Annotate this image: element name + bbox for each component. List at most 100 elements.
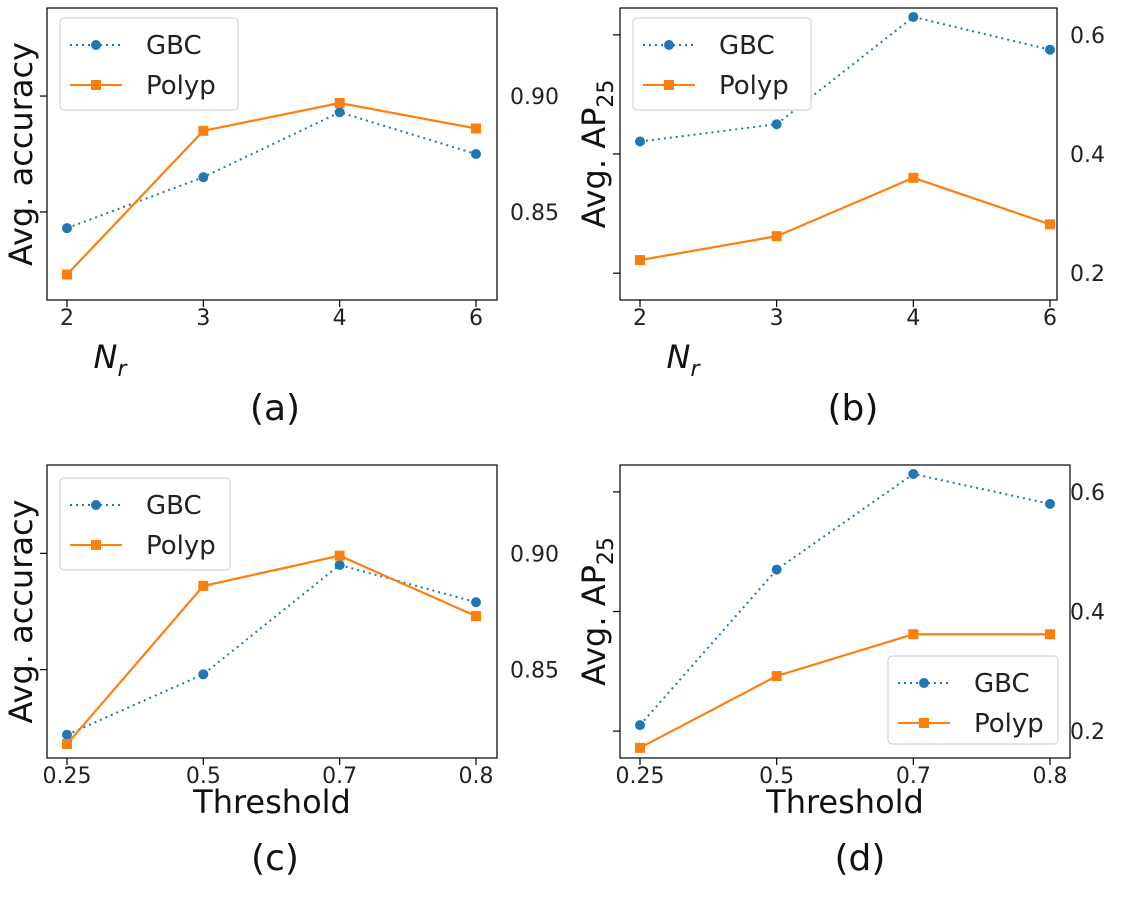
plot-frame: [46, 7, 498, 301]
data-point: [334, 107, 345, 118]
data-point: [334, 559, 345, 570]
y-tick-label: 0.85: [510, 659, 559, 684]
legend-marker: [919, 718, 929, 728]
series-polyp: [635, 172, 1055, 266]
legend-marker: [664, 80, 674, 90]
x-axis-title-main: N: [94, 338, 118, 376]
y-axis-title-main: Avg. accuracy: [2, 500, 40, 724]
x-tick-label: 0.8: [459, 764, 494, 789]
y-axis-title: Avg. AP25: [575, 537, 619, 686]
data-point: [471, 149, 481, 159]
x-tick-label: 4: [333, 306, 347, 331]
series-gbc: [635, 468, 1055, 731]
data-point: [1045, 629, 1055, 640]
legend-label: Polyp: [974, 709, 1044, 739]
data-point: [771, 564, 782, 575]
y-tick-label: 0.90: [510, 85, 559, 110]
data-point: [635, 720, 645, 731]
data-point: [334, 98, 345, 109]
x-tick-label: 6: [469, 306, 483, 331]
series-line: [639, 472, 1051, 726]
legend-label: Polyp: [146, 71, 216, 101]
data-point: [471, 611, 481, 622]
y-axis-title: Avg. AP25: [575, 80, 619, 229]
y-axis-title-sub: 25: [594, 537, 619, 565]
x-axis-title-main: Threshold: [765, 783, 924, 821]
x-tick-label: 2: [633, 306, 647, 331]
y-tick-label: 0.2: [1070, 720, 1105, 745]
legend: GBC Polyp: [632, 17, 812, 111]
plot-frame: [46, 464, 498, 759]
legend-label: GBC: [719, 31, 775, 61]
legend-marker: [91, 540, 101, 550]
legend-label: Polyp: [719, 71, 789, 101]
data-point: [908, 172, 919, 183]
panel-caption: (b): [828, 388, 879, 429]
x-tick-label: 0.8: [1033, 764, 1068, 789]
data-point: [198, 125, 209, 136]
chart-panel-c: 0.25 0.5 0.7 0.8 0.85 0.90 Threshold Avg. accur…: [2, 464, 559, 879]
y-axis-title-sub: 25: [594, 80, 619, 108]
legend: GBC Polyp: [59, 17, 239, 111]
series-line: [66, 563, 477, 736]
x-tick-label: 0.7: [896, 764, 931, 789]
panel-caption: (c): [251, 838, 299, 879]
x-axis-title: Nr: [94, 338, 129, 382]
data-point: [908, 11, 919, 22]
legend-marker: [664, 40, 674, 50]
data-point: [1045, 498, 1055, 509]
chart-panel-d: 0.25 0.5 0.7 0.80.2 0.4 0.6 Threshold Avg. AP25…: [575, 464, 1105, 879]
legend: GBC Polyp: [59, 477, 231, 571]
data-point: [471, 123, 481, 134]
series-polyp: [62, 98, 481, 280]
series-line: [66, 101, 477, 276]
y-axis-title-main: Avg. AP: [575, 565, 613, 686]
data-point: [471, 597, 481, 608]
data-point: [334, 550, 345, 561]
panel-caption: (a): [250, 388, 300, 429]
chart-panel-a: 2 3 4 6 0.85 0.90 Nr Avg. accuracy (a) GBC Polyp: [2, 7, 559, 429]
x-tick-label: 0.7: [322, 764, 357, 789]
data-point: [1045, 44, 1055, 55]
y-axis-title: Avg. accuracy: [2, 500, 40, 724]
legend-marker: [919, 678, 929, 688]
legend-box: [59, 17, 239, 111]
x-axis-title: Nr: [667, 338, 702, 382]
x-tick-label: 4: [906, 306, 920, 331]
legend-marker: [91, 500, 101, 510]
x-axis-title-main: N: [667, 338, 691, 376]
legend-marker: [91, 40, 101, 50]
series-gbc: [635, 11, 1055, 147]
data-point: [908, 468, 919, 479]
y-tick-label: 0.4: [1070, 143, 1105, 168]
legend-marker: [91, 80, 101, 90]
data-point: [908, 629, 919, 640]
data-point: [771, 231, 782, 242]
legend-box: [632, 17, 812, 111]
data-point: [198, 580, 209, 591]
data-point: [1045, 219, 1055, 230]
y-tick-label: 0.4: [1070, 601, 1105, 626]
x-tick-label: 6: [1043, 306, 1057, 331]
legend-label: Polyp: [146, 531, 216, 561]
legend: GBC Polyp: [887, 655, 1059, 745]
y-tick-label: 0.6: [1070, 481, 1105, 506]
x-axis-title: Threshold: [192, 783, 351, 821]
y-axis-title-main: Avg. accuracy: [2, 42, 40, 266]
y-axis-title: Avg. accuracy: [2, 42, 40, 266]
data-point: [62, 739, 72, 750]
y-tick-label: 0.6: [1070, 24, 1105, 49]
x-tick-label: 3: [770, 306, 784, 331]
y-tick-label: 0.2: [1070, 262, 1105, 287]
data-point: [62, 729, 72, 740]
data-point: [198, 172, 209, 183]
legend-label: GBC: [974, 669, 1030, 699]
series-line: [639, 633, 1050, 749]
series-polyp: [635, 629, 1055, 753]
data-point: [198, 669, 209, 680]
x-tick-label: 2: [60, 306, 74, 331]
y-axis-title-main: Avg. AP: [575, 108, 613, 229]
data-point: [635, 255, 645, 266]
x-tick-label: 0.25: [43, 764, 92, 789]
